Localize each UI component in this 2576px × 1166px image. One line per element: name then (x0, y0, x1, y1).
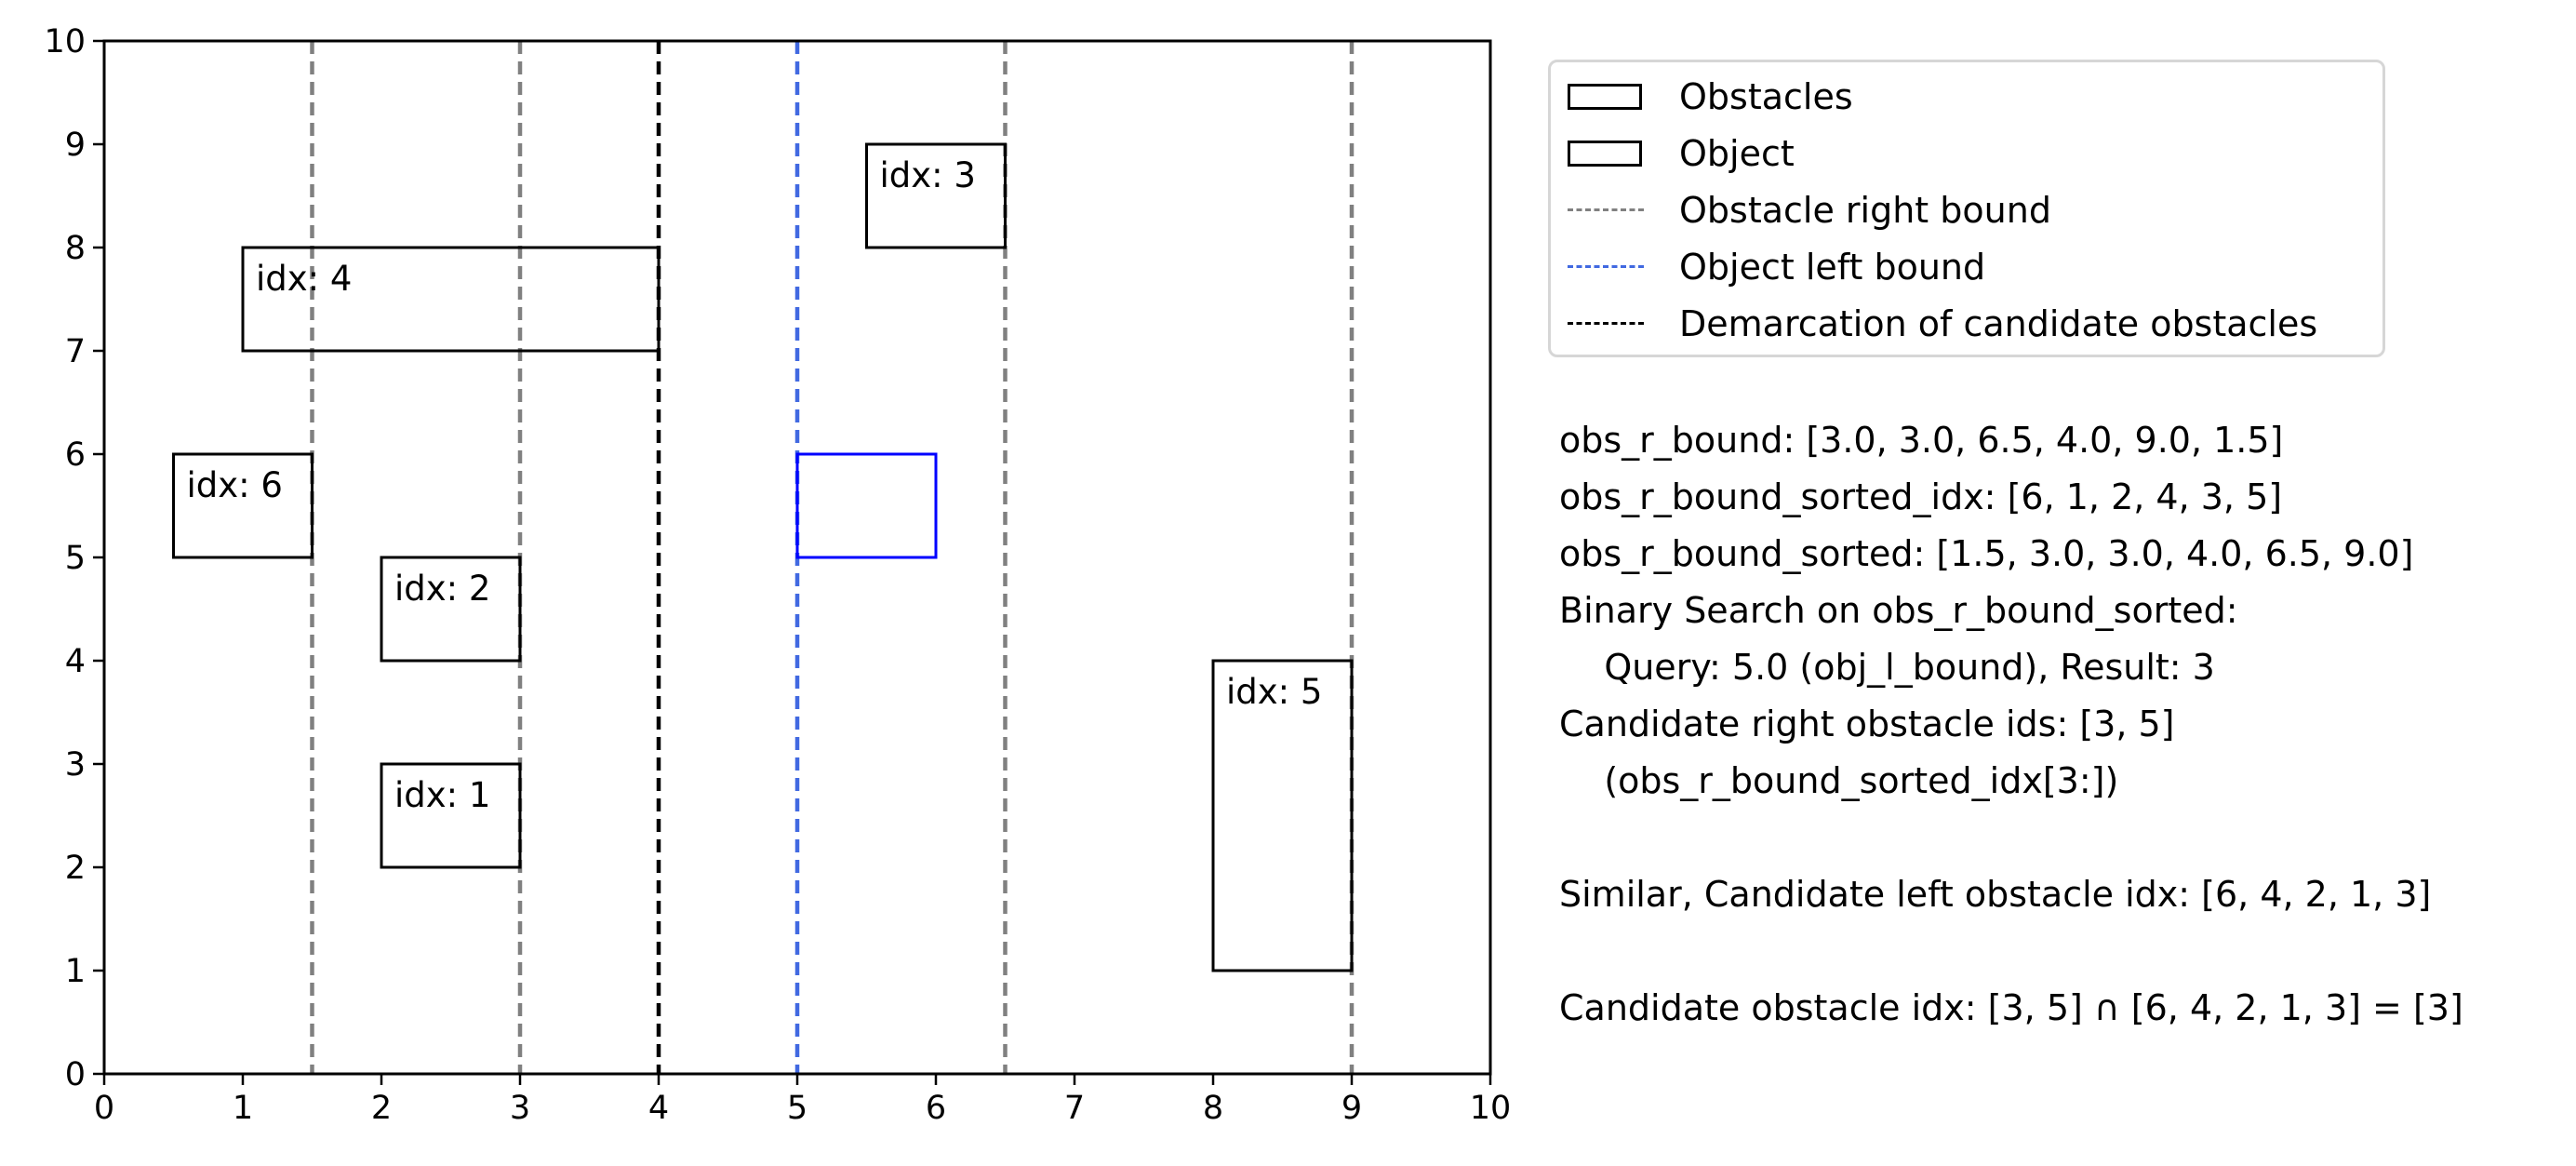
obstacle-label: idx: 4 (256, 259, 352, 299)
obstacle-label: idx: 3 (880, 155, 976, 195)
annotation-line: (obs_r_bound_sorted_idx[3:]) (1559, 760, 2119, 801)
obstacle-rect (865, 142, 1007, 249)
y-tick-label: 0 (65, 1056, 86, 1093)
x-tick-label: 0 (94, 1090, 114, 1127)
legend-entry: Obstacle right bound (1564, 187, 2051, 234)
y-tick-label: 6 (65, 436, 86, 474)
object-rect (795, 452, 938, 559)
obstacle-rect (1211, 659, 1354, 972)
axis-ticks: 0 1 2 3 4 5 6 7 8 9 10 0 1 2 3 4 5 6 7 8 9 10 (44, 23, 1511, 1127)
legend-label: Object (1679, 133, 1795, 174)
y-tick-label: 9 (65, 127, 86, 164)
obstacle-rect (241, 246, 661, 353)
annotation-line: Candidate right obstacle ids: [3, 5] (1559, 704, 2175, 744)
y-tick-label: 10 (44, 23, 86, 60)
x-tick-label: 10 (1470, 1090, 1512, 1127)
obstacle-label: idx: 5 (1226, 672, 1322, 712)
legend-rect-swatch (1564, 78, 1648, 115)
annotation-line: Query: 5.0 (obj_l_bound), Result: 3 (1559, 647, 2215, 688)
legend-label: Demarcation of candidate obstacles (1679, 303, 2318, 344)
obstacle-rect (380, 556, 522, 663)
obstacle-label: idx: 6 (187, 465, 283, 505)
legend-entry: Demarcation of candidate obstacles (1564, 301, 2317, 347)
annotation-line: Candidate obstacle idx: [3, 5] ∩ [6, 4, … (1559, 987, 2463, 1028)
x-tick-label: 8 (1203, 1090, 1223, 1127)
y-tick-label: 4 (65, 643, 86, 680)
legend-line-swatch (1564, 305, 1648, 342)
legend-label: Object left bound (1679, 247, 1986, 288)
x-tick-label: 1 (233, 1090, 253, 1127)
legend-label: Obstacle right bound (1679, 190, 2051, 231)
legend-line-swatch (1564, 192, 1648, 229)
legend-rect-swatch (1564, 135, 1648, 172)
y-tick-label: 5 (65, 540, 86, 577)
legend-entry: Obstacles (1564, 74, 1853, 120)
x-tick-label: 6 (926, 1090, 946, 1127)
obstacle-rect (172, 452, 314, 559)
y-tick-label: 8 (65, 230, 86, 267)
x-tick-label: 2 (371, 1090, 392, 1127)
legend-label: Obstacles (1679, 76, 1853, 117)
obstacle-label: idx: 2 (394, 569, 490, 609)
y-tick-label: 7 (65, 333, 86, 370)
x-tick-label: 3 (510, 1090, 530, 1127)
legend-line-swatch (1564, 248, 1648, 286)
rectangles (172, 142, 1354, 972)
y-tick-label: 3 (65, 746, 86, 784)
annotation-line: obs_r_bound: [3.0, 3.0, 6.5, 4.0, 9.0, 1… (1559, 420, 2284, 461)
x-tick-label: 5 (787, 1090, 808, 1127)
box-labels: idx: 1 idx: 2 idx: 3 idx: 4 idx: 5 idx: 6 (187, 155, 1323, 815)
annotation-line: Similar, Candidate left obstacle idx: [6… (1559, 874, 2432, 915)
x-tick-label: 7 (1064, 1090, 1085, 1127)
legend-entry: Object left bound (1564, 244, 1985, 290)
y-tick-label: 1 (65, 953, 86, 990)
y-tick-label: 2 (65, 850, 86, 887)
annotation-line: Binary Search on obs_r_bound_sorted: (1559, 590, 2238, 631)
legend: Obstacles Object Obstacle right bound Objec… (1548, 60, 2385, 357)
legend-entry: Object (1564, 130, 1795, 177)
annotation-line: obs_r_bound_sorted: [1.5, 3.0, 3.0, 4.0,… (1559, 533, 2414, 574)
x-tick-label: 9 (1341, 1090, 1362, 1127)
obstacle-rect (380, 762, 522, 869)
obstacle-label: idx: 1 (394, 775, 490, 815)
x-tick-label: 4 (648, 1090, 669, 1127)
annotation-line: obs_r_bound_sorted_idx: [6, 1, 2, 4, 3, … (1559, 476, 2283, 517)
